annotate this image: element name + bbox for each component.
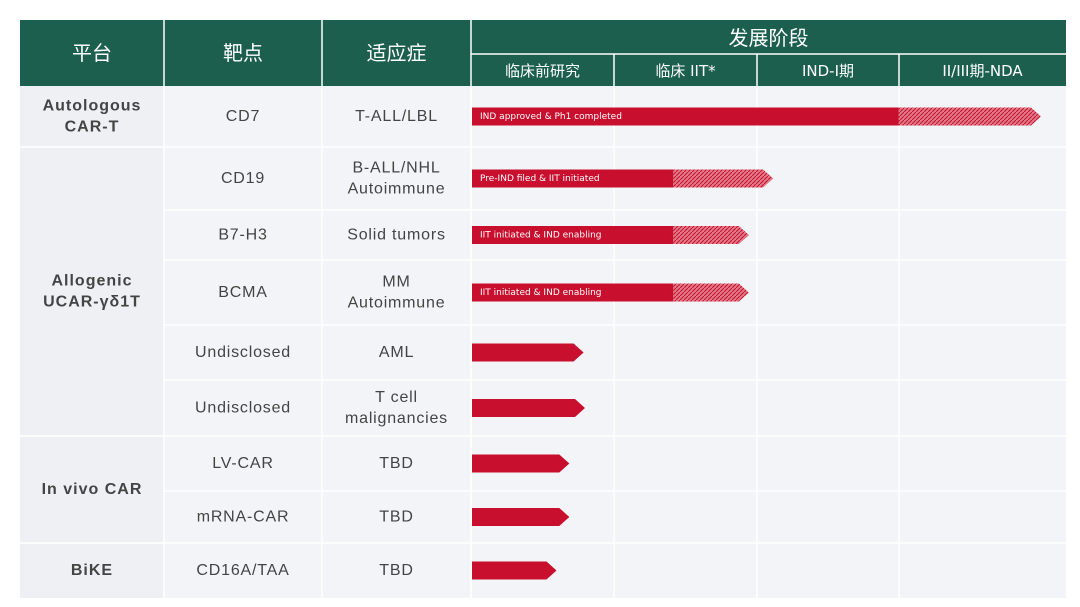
header-stage-group: 发展阶段 xyxy=(729,26,809,50)
progress-bar xyxy=(472,454,570,473)
indication-cell: MM xyxy=(382,274,410,291)
indication-cell: Solid tumors xyxy=(347,227,446,244)
progress-bar-planned xyxy=(673,169,774,188)
header-stage-1: 临床前研究 xyxy=(505,62,580,80)
header-bar xyxy=(20,20,1066,86)
indication-cell: B-ALL/NHL xyxy=(352,160,440,177)
target-cell: BCMA xyxy=(218,284,267,301)
header-stage-2: 临床 IIT* xyxy=(655,62,716,80)
progress-bar xyxy=(472,508,570,526)
platform-label: CAR-T xyxy=(65,119,120,136)
indication-cell: Autoimmune xyxy=(348,295,446,312)
progress-bar-planned xyxy=(898,107,1041,126)
target-cell: CD16A/TAA xyxy=(196,562,289,579)
platform-label: Allogenic xyxy=(51,273,132,290)
bar-label: Pre-IND filed & IIT initiated xyxy=(480,174,600,184)
target-cell: CD7 xyxy=(226,108,260,125)
progress-bar xyxy=(472,561,557,580)
indication-cell: TBD xyxy=(379,562,413,579)
platform-column xyxy=(20,86,164,598)
header-platform: 平台 xyxy=(72,41,112,65)
platform-label: BiKE xyxy=(71,562,113,579)
bar-label: IND approved & Ph1 completed xyxy=(480,112,622,122)
progress-bar xyxy=(472,343,584,362)
target-cell: B7-H3 xyxy=(218,227,267,244)
progress-bar xyxy=(472,169,674,188)
progress-bar xyxy=(472,399,585,417)
progress-bar xyxy=(472,283,674,302)
target-cell: Undisclosed xyxy=(195,400,291,417)
indication-cell: Autoimmune xyxy=(348,181,446,198)
target-cell: mRNA-CAR xyxy=(197,509,290,526)
indication-cell: TBD xyxy=(379,455,413,472)
progress-bar-planned xyxy=(673,283,749,302)
target-cell: LV-CAR xyxy=(212,455,273,472)
header-indication: 适应症 xyxy=(367,41,427,65)
progress-bar xyxy=(472,107,899,126)
progress-bar-planned xyxy=(673,226,749,244)
platform-label: UCAR-γδ1T xyxy=(43,294,141,311)
target-cell: Undisclosed xyxy=(195,344,291,361)
header-stage-3: IND-I期 xyxy=(802,62,854,80)
platform-label: In vivo CAR xyxy=(42,481,143,498)
indication-cell: TBD xyxy=(379,509,413,526)
indication-cell: AML xyxy=(379,344,414,361)
platform-label: Autologous xyxy=(43,98,142,115)
bar-label: IIT initiated & IND enabling xyxy=(480,288,602,298)
bar-label: IIT initiated & IND enabling xyxy=(480,231,602,241)
indication-cell: T cell xyxy=(375,389,418,406)
indication-cell: malignancies xyxy=(345,410,448,427)
progress-bar xyxy=(472,226,674,244)
indication-cell: T-ALL/LBL xyxy=(355,108,438,125)
header-target: 靶点 xyxy=(223,41,263,65)
target-cell: CD19 xyxy=(221,170,265,187)
header-stage-4: II/III期-NDA xyxy=(942,62,1023,80)
